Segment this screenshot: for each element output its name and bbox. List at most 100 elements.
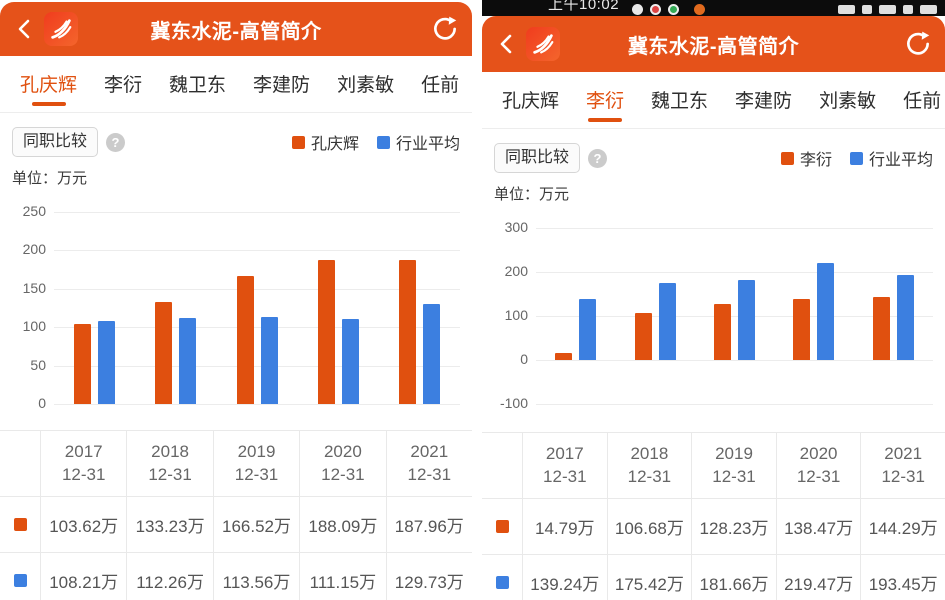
table-value: 181.66万 — [699, 575, 769, 594]
table-value-cell: 128.23万 — [691, 498, 776, 554]
table-value-cell: 111.15万 — [299, 552, 386, 600]
table-value-cell: 14.79万 — [522, 498, 607, 554]
series-marker — [495, 576, 509, 589]
chart-bar — [74, 324, 92, 404]
tab-label: 魏卫东 — [169, 75, 227, 96]
table-value-cell: 103.62万 — [40, 496, 127, 552]
table-value-cell: 139.24万 — [522, 554, 607, 600]
table-value: 166.52万 — [221, 517, 291, 536]
table-value-cell: 108.21万 — [40, 552, 127, 600]
app-logo-icon — [44, 12, 78, 46]
y-axis-tick: 50 — [30, 356, 46, 373]
tab-label: 任前 — [421, 75, 460, 96]
tab-label: 刘素敏 — [819, 91, 877, 112]
tab-3[interactable]: 魏卫东 — [169, 70, 226, 112]
compare-button[interactable]: 同职比较 — [12, 127, 99, 157]
table-header-cell: 2018 12-31 — [126, 430, 213, 496]
help-icon[interactable]: ? — [106, 132, 126, 152]
chart-bar — [555, 353, 573, 360]
y-axis-tick: -100 — [499, 395, 528, 411]
salary-table: 2017 12-31 2018 12-31 2019 12-31 2020 12-31 2021… — [0, 430, 472, 600]
tab-2[interactable]: 李衍 — [104, 70, 142, 112]
tab-1[interactable]: 孔庆辉 — [502, 86, 559, 128]
tab-3[interactable]: 魏卫东 — [651, 86, 708, 128]
legend-swatch — [780, 151, 794, 165]
table-header-cell: 2017 12-31 — [40, 430, 127, 496]
y-axis-tick: 150 — [22, 279, 46, 296]
chart-bar — [714, 303, 731, 360]
tab-4[interactable]: 李建防 — [735, 86, 792, 128]
status-bar: 上午10:02 — [482, 0, 945, 16]
battery2-icon — [920, 5, 937, 14]
tab-5[interactable]: 刘素敏 — [819, 86, 876, 128]
chart-bar — [817, 263, 835, 360]
table-header-cell: 2019 12-31 — [212, 430, 300, 496]
back-button[interactable] — [12, 16, 38, 42]
legend-swatch — [849, 151, 863, 165]
y-axis-tick: 200 — [504, 263, 528, 279]
table-header-date: 12-31 — [407, 464, 452, 484]
table-header-date: 12-31 — [627, 466, 672, 486]
compare-button[interactable]: 同职比较 — [494, 143, 581, 173]
table-value: 219.47万 — [784, 575, 854, 594]
tab-label: 李建防 — [735, 91, 793, 112]
table-value: 139.24万 — [530, 575, 600, 594]
table-marker-cell — [482, 498, 522, 554]
chart-bar — [155, 301, 173, 404]
help-icon[interactable]: ? — [588, 148, 608, 168]
table-header-year: 2018 — [151, 441, 189, 461]
legend-swatch — [291, 135, 305, 149]
table-value: 111.15万 — [309, 573, 377, 592]
table-header-date: 12-31 — [881, 466, 925, 486]
gridline — [54, 250, 460, 252]
tab-6[interactable]: 任前 — [903, 86, 941, 128]
chart-bar — [634, 313, 652, 360]
tab-label: 李建防 — [253, 75, 311, 96]
salary-table: 2017 12-31 2018 12-31 2019 12-31 2020 12-31 2021… — [482, 432, 945, 600]
active-tab-underline — [31, 102, 66, 106]
tab-2[interactable]: 李衍 — [586, 86, 624, 128]
table-marker-cell — [0, 496, 40, 552]
status-system-icons — [838, 5, 937, 14]
back-button[interactable] — [494, 31, 520, 57]
chart-legend: 李衍 行业平均 — [780, 146, 933, 170]
tab-6[interactable]: 任前 — [421, 70, 459, 112]
gridline — [54, 212, 460, 213]
tab-label: 孔庆辉 — [20, 75, 78, 96]
legend-label: 行业平均 — [395, 136, 460, 153]
series-marker — [13, 518, 27, 531]
table-header-year: 2018 — [630, 443, 669, 463]
tab-5[interactable]: 刘素敏 — [337, 70, 394, 112]
legend-item: 李衍 — [780, 146, 832, 170]
gridline — [54, 327, 460, 329]
battery-percent-icon — [903, 5, 913, 14]
refresh-button[interactable] — [903, 29, 933, 59]
chart-bar — [341, 318, 359, 404]
table-value-cell: 106.68万 — [606, 498, 692, 554]
table-header-year: 2020 — [799, 443, 838, 463]
active-tab-underline — [588, 118, 623, 122]
tab-label: 孔庆辉 — [502, 91, 560, 112]
tab-1[interactable]: 孔庆辉 — [20, 70, 77, 112]
table-corner-cell — [482, 432, 522, 498]
table-header-cell: 2019 12-31 — [691, 432, 776, 498]
legend-label: 李衍 — [799, 152, 832, 169]
chart-bar — [793, 299, 811, 360]
table-header-year: 2017 — [64, 441, 103, 461]
table-header-year: 2017 — [545, 443, 584, 463]
legend-item: 行业平均 — [376, 130, 460, 154]
status-app-icon — [668, 4, 679, 15]
salary-bar-chart: 250 200 150 100 50 0 — [0, 194, 472, 420]
unit-label: 单位：万元 — [494, 186, 570, 203]
table-header-date: 12-31 — [321, 464, 365, 484]
table-value: 113.56万 — [222, 573, 291, 592]
chart-bar — [260, 316, 278, 404]
battery-icon — [879, 5, 896, 14]
tab-4[interactable]: 李建防 — [253, 70, 310, 112]
tab-label: 魏卫东 — [651, 91, 709, 112]
table-header-date: 12-31 — [796, 466, 841, 486]
refresh-button[interactable] — [430, 14, 460, 44]
table-value-cell: 166.52万 — [212, 496, 300, 552]
table-value: 128.23万 — [699, 519, 769, 538]
